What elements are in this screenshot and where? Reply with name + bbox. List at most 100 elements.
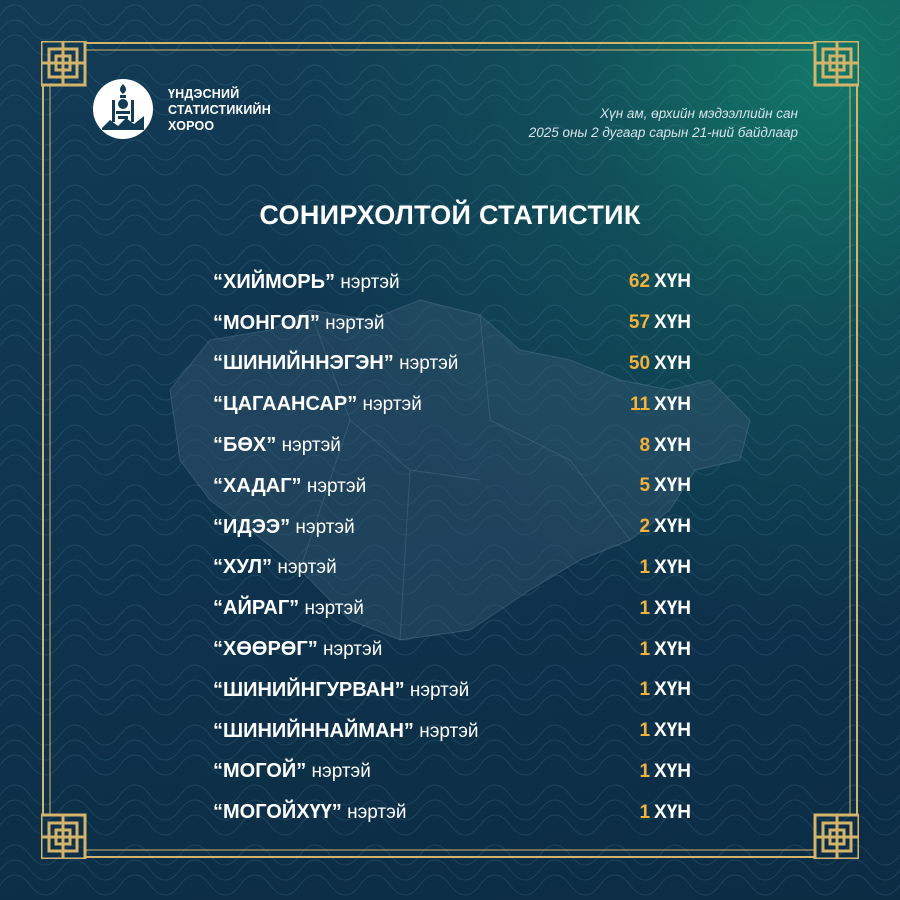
list-item: “ШИНИЙНГУРВАН” нэртэй 1 ХҮН: [213, 670, 691, 711]
count-value: 57 ХҮН: [629, 312, 691, 334]
list-item: “ХАДАГ” нэртэй 5 ХҮН: [213, 466, 691, 507]
count-number: 2: [639, 516, 651, 538]
count-unit: ХҮН: [654, 352, 691, 374]
count-number: 1: [639, 597, 651, 619]
count-value: 1 ХҮН: [639, 802, 691, 824]
name-suffix: нэртэй: [362, 394, 422, 416]
name-label: “ХӨӨРӨГ” нэртэй: [213, 638, 382, 661]
name-label: “МОГОЙХҮҮ” нэртэй: [213, 801, 406, 824]
list-item: “ШИНИЙННЭГЭН” нэртэй 50 ХҮН: [213, 344, 691, 385]
count-unit: ХҮН: [654, 679, 691, 701]
name-label: “АЙРАГ” нэртэй: [213, 597, 364, 620]
count-number: 62: [628, 271, 651, 293]
list-item: “БӨХ” нэртэй 8 ХҮН: [213, 425, 691, 466]
count-number: 1: [639, 679, 651, 701]
count-number: 8: [639, 434, 651, 456]
name-text: “БӨХ”: [213, 434, 277, 457]
count-value: 1 ХҮН: [639, 557, 691, 579]
name-suffix: нэртэй: [277, 557, 337, 579]
name-text: “ХӨӨРӨГ”: [213, 638, 318, 661]
name-text: “ШИНИЙНГУРВАН”: [213, 678, 405, 701]
name-text: “МОНГОЛ”: [213, 311, 320, 334]
count-value: 11 ХҮН: [630, 394, 691, 416]
list-item: “ХУЛ” нэртэй 1 ХҮН: [213, 548, 691, 589]
count-unit: ХҮН: [654, 760, 691, 782]
count-unit: ХҮН: [654, 516, 691, 538]
statistics-list: “ХИЙМОРЬ” нэртэй 62 ХҮН “МОНГОЛ” нэртэй 57 ХҮ…: [213, 262, 691, 833]
count-number: 5: [639, 475, 651, 497]
page-title: СОНИРХОЛТОЙ СТАТИСТИК: [259, 200, 641, 230]
list-item: “ЦАГААНСАР” нэртэй 11 ХҮН: [213, 384, 691, 425]
count-number: 11: [629, 393, 651, 415]
count-unit: ХҮН: [654, 434, 691, 456]
name-label: “ИДЭЭ” нэртэй: [213, 516, 355, 539]
name-label: “ЦАГААНСАР” нэртэй: [213, 393, 422, 416]
name-suffix: нэртэй: [322, 639, 383, 661]
list-item: “ХИЙМОРЬ” нэртэй 62 ХҮН: [213, 262, 691, 303]
name-label: “ХИЙМОРЬ” нэртэй: [213, 271, 400, 294]
name-suffix: нэртэй: [419, 720, 479, 742]
list-item: “ИДЭЭ” нэртэй 2 ХҮН: [213, 507, 691, 548]
name-label: “МОГОЙ” нэртэй: [213, 760, 371, 783]
org-name-line-2: СТАТИСТИКИЙН: [168, 103, 271, 117]
name-label: “ШИНИЙННАЙМАН” нэртэй: [213, 720, 479, 743]
count-value: 1 ХҮН: [639, 720, 691, 742]
organization-name: ҮНДЭСНИЙ СТАТИСТИКИЙН ХОРОО: [168, 86, 328, 134]
count-number: 50: [628, 352, 651, 374]
list-item: “МОНГОЛ” нэртэй 57 ХҮН: [213, 303, 691, 344]
count-value: 8 ХҮН: [639, 435, 691, 457]
name-label: “ХАДАГ” нэртэй: [213, 475, 366, 498]
list-item: “МОГОЙХҮҮ” нэртэй 1 ХҮН: [213, 792, 691, 833]
count-value: 1 ХҮН: [639, 679, 691, 701]
count-value: 62 ХҮН: [629, 271, 691, 293]
count-number: 1: [639, 556, 651, 578]
source-line-1: Хүн ам, өрхийн мэдээллийн сан: [599, 106, 798, 121]
name-text: “МОГОЙ”: [213, 760, 307, 783]
name-text: “ХУЛ”: [213, 556, 273, 579]
count-value: 1 ХҮН: [639, 598, 691, 620]
name-suffix: нэртэй: [304, 598, 364, 620]
data-source-caption: Хүн ам, өрхийн мэдээллийн сан 2025 оны 2…: [529, 104, 798, 142]
org-name-line-1: ҮНДЭСНИЙ: [168, 87, 240, 101]
name-suffix: нэртэй: [295, 516, 355, 538]
list-item: “ШИНИЙННАЙМАН” нэртэй 1 ХҮН: [213, 711, 691, 752]
count-value: 1 ХҮН: [639, 639, 691, 661]
name-label: “БӨХ” нэртэй: [213, 434, 341, 457]
name-suffix: нэртэй: [281, 435, 341, 457]
name-text: “АЙРАГ”: [213, 597, 300, 620]
org-name-line-3: ХОРОО: [168, 119, 215, 133]
name-suffix: нэртэй: [306, 475, 367, 497]
name-text: “ХАДАГ”: [213, 474, 302, 497]
name-text: “ШИНИЙННЭГЭН”: [213, 352, 394, 375]
name-text: “ХИЙМОРЬ”: [213, 270, 336, 293]
count-unit: ХҮН: [654, 556, 691, 578]
name-text: “МОГОЙХҮҮ”: [213, 801, 342, 824]
count-unit: ХҮН: [654, 393, 691, 415]
count-unit: ХҮН: [654, 597, 691, 619]
name-suffix: нэртэй: [340, 271, 400, 293]
list-item: “АЙРАГ” нэртэй 1 ХҮН: [213, 588, 691, 629]
name-label: “ХУЛ” нэртэй: [213, 556, 337, 579]
count-number: 1: [639, 720, 651, 742]
name-label: “ШИНИЙНГУРВАН” нэртэй: [213, 679, 469, 702]
count-number: 1: [639, 638, 651, 660]
count-value: 5 ХҮН: [639, 475, 691, 497]
name-text: “ЦАГААНСАР”: [213, 393, 358, 416]
name-suffix: нэртэй: [311, 761, 371, 783]
count-value: 50 ХҮН: [629, 353, 691, 375]
count-unit: ХҮН: [654, 475, 691, 497]
list-item: “ХӨӨРӨГ” нэртэй 1 ХҮН: [213, 629, 691, 670]
count-unit: ХҮН: [654, 801, 691, 823]
count-unit: ХҮН: [654, 638, 691, 660]
name-suffix: нэртэй: [409, 679, 470, 701]
count-number: 57: [628, 312, 651, 334]
name-text: “ИДЭЭ”: [213, 515, 291, 538]
count-unit: ХҮН: [654, 271, 691, 293]
soyombo-logo-icon: [93, 79, 153, 139]
count-number: 1: [639, 801, 651, 823]
name-text: “ШИНИЙННАЙМАН”: [213, 719, 414, 742]
source-line-2: 2025 оны 2 дугаар сарын 21-ний байдлаар: [528, 125, 798, 140]
name-label: “ШИНИЙННЭГЭН” нэртэй: [213, 352, 458, 375]
count-number: 1: [639, 760, 651, 782]
name-suffix: нэртэй: [325, 312, 385, 334]
